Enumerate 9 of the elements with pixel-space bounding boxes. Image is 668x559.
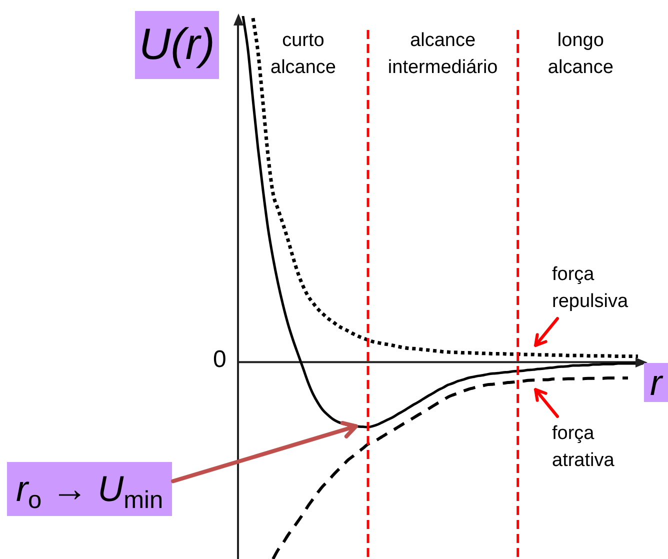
annotation: longo alcance <box>548 29 614 80</box>
text: r$_{o}$ → U$_{min}$ <box>7 462 172 516</box>
annotation: curto alcance <box>270 29 336 80</box>
text: força repulsiva <box>552 262 628 314</box>
x-axis-title: r <box>644 362 668 404</box>
y-axis-title: U(r) <box>135 11 219 79</box>
annotation: alcance intermediário <box>388 29 498 80</box>
text: força atrativa <box>552 422 614 474</box>
text: 0 <box>213 346 226 374</box>
